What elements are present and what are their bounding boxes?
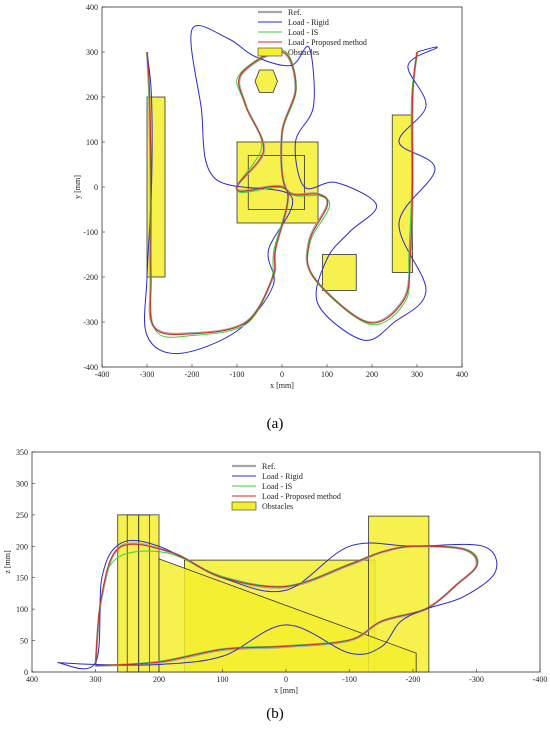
obstacle-a-5 — [254, 69, 278, 93]
ticks-b: 400 300 200 100 0 -100 -200 -300 -400 0 50 100 150 20… — [16, 448, 547, 684]
y-tick-label-b-2: 100 — [16, 605, 28, 614]
series-line-a-3 — [146, 51, 418, 336]
y-tick-label-a-0: -400 — [83, 363, 98, 372]
series-line-a-0 — [145, 50, 419, 336]
y-tick-label-b-4: 200 — [16, 542, 28, 551]
x-tick-label-b-6: -200 — [406, 675, 421, 684]
x-tick-label-a-0: -400 — [95, 370, 110, 379]
y-tick-label-a-4: 0 — [94, 183, 98, 192]
x-tick-label-b-5: -100 — [342, 675, 357, 684]
obstacle-b-5 — [158, 558, 417, 673]
x-tick-label-a-1: -300 — [140, 370, 155, 379]
y-tick-label-b-6: 300 — [16, 479, 28, 488]
x-tick-label-a-2: -200 — [185, 370, 200, 379]
series-lines-b — [57, 539, 498, 670]
y-tick-label-b-3: 150 — [16, 574, 28, 583]
x-tick-label-a-3: -100 — [230, 370, 245, 379]
x-tick-label-b-4: 0 — [284, 675, 288, 684]
y-tick-label-a-6: 200 — [86, 93, 98, 102]
series-line-a-2 — [146, 49, 419, 338]
y-axis-label-b: z [mm] — [3, 550, 12, 574]
obstacle-a-3 — [322, 254, 357, 291]
panel-caption-a: (a) — [267, 416, 284, 432]
x-tick-label-a-7: 300 — [411, 370, 423, 379]
y-tick-label-b-0: 0 — [24, 668, 28, 677]
legend-label-a-obstacles: Obstacles — [288, 48, 319, 57]
y-tick-label-a-7: 300 — [86, 48, 98, 57]
obstacle-a-2 — [247, 155, 305, 210]
y-tick-label-a-2: -200 — [83, 273, 98, 282]
series-line-b-2 — [95, 545, 479, 667]
legend-label-a-3: Load - Proposed method — [288, 38, 367, 47]
y-tick-label-b-1: 50 — [20, 637, 28, 646]
obstacle-b-2 — [138, 514, 150, 673]
y-tick-label-a-8: 400 — [86, 3, 98, 12]
series-line-b-3 — [95, 543, 478, 667]
obstacles-b — [117, 514, 430, 673]
panel-b: 400 300 200 100 0 -100 -200 -300 -400 0 50 100 150 20… — [3, 448, 547, 695]
series-lines-a — [143, 25, 438, 355]
series-line-a-1 — [143, 25, 438, 355]
legend-label-a-0: Ref. — [288, 8, 302, 17]
y-tick-label-a-3: -100 — [83, 228, 98, 237]
x-tick-label-a-5: 100 — [321, 370, 333, 379]
legend-swatch-a-obstacles — [257, 47, 283, 57]
x-axis-label-a: x [mm] — [270, 381, 294, 390]
x-tick-label-a-4: 0 — [280, 370, 284, 379]
x-tick-label-b-1: 300 — [90, 675, 102, 684]
x-tick-label-a-8: 400 — [456, 370, 468, 379]
panel-caption-b: (b) — [266, 706, 284, 722]
x-tick-label-b-3: 100 — [217, 675, 229, 684]
panel-a: -400 -300 -200 -100 0 100 200 300 400 -400 -300 -20… — [73, 3, 468, 390]
legend-label-b-2: Load - IS — [262, 482, 292, 491]
legend-label-b-3: Load - Proposed method — [262, 492, 341, 501]
y-axis-label-a: y [mm] — [73, 175, 82, 199]
series-line-b-1 — [57, 539, 498, 670]
legend-label-b-0: Ref. — [262, 462, 276, 471]
y-tick-label-a-5: 100 — [86, 138, 98, 147]
legend-label-b-obstacles: Obstacles — [262, 502, 293, 511]
legend-swatch-b-obstacles — [231, 501, 257, 511]
obstacles-a — [146, 69, 413, 291]
x-tick-label-a-6: 200 — [366, 370, 378, 379]
y-tick-label-b-5: 250 — [16, 511, 28, 520]
ticks-a: -400 -300 -200 -100 0 100 200 300 400 -400 -300 -20… — [83, 3, 468, 379]
legend-label-a-1: Load - Rigid — [288, 18, 329, 27]
x-axis-label-b: x [mm] — [274, 686, 298, 695]
x-tick-label-b-8: -400 — [533, 675, 548, 684]
x-tick-label-b-0: 400 — [26, 675, 38, 684]
y-tick-label-a-1: -300 — [83, 318, 98, 327]
x-tick-label-b-7: -300 — [469, 675, 484, 684]
legend-label-a-2: Load - IS — [288, 28, 318, 37]
x-tick-label-b-2: 200 — [153, 675, 165, 684]
legend-label-b-1: Load - Rigid — [262, 472, 303, 481]
y-tick-label-b-7: 350 — [16, 448, 28, 457]
obstacle-a-1 — [236, 141, 319, 224]
